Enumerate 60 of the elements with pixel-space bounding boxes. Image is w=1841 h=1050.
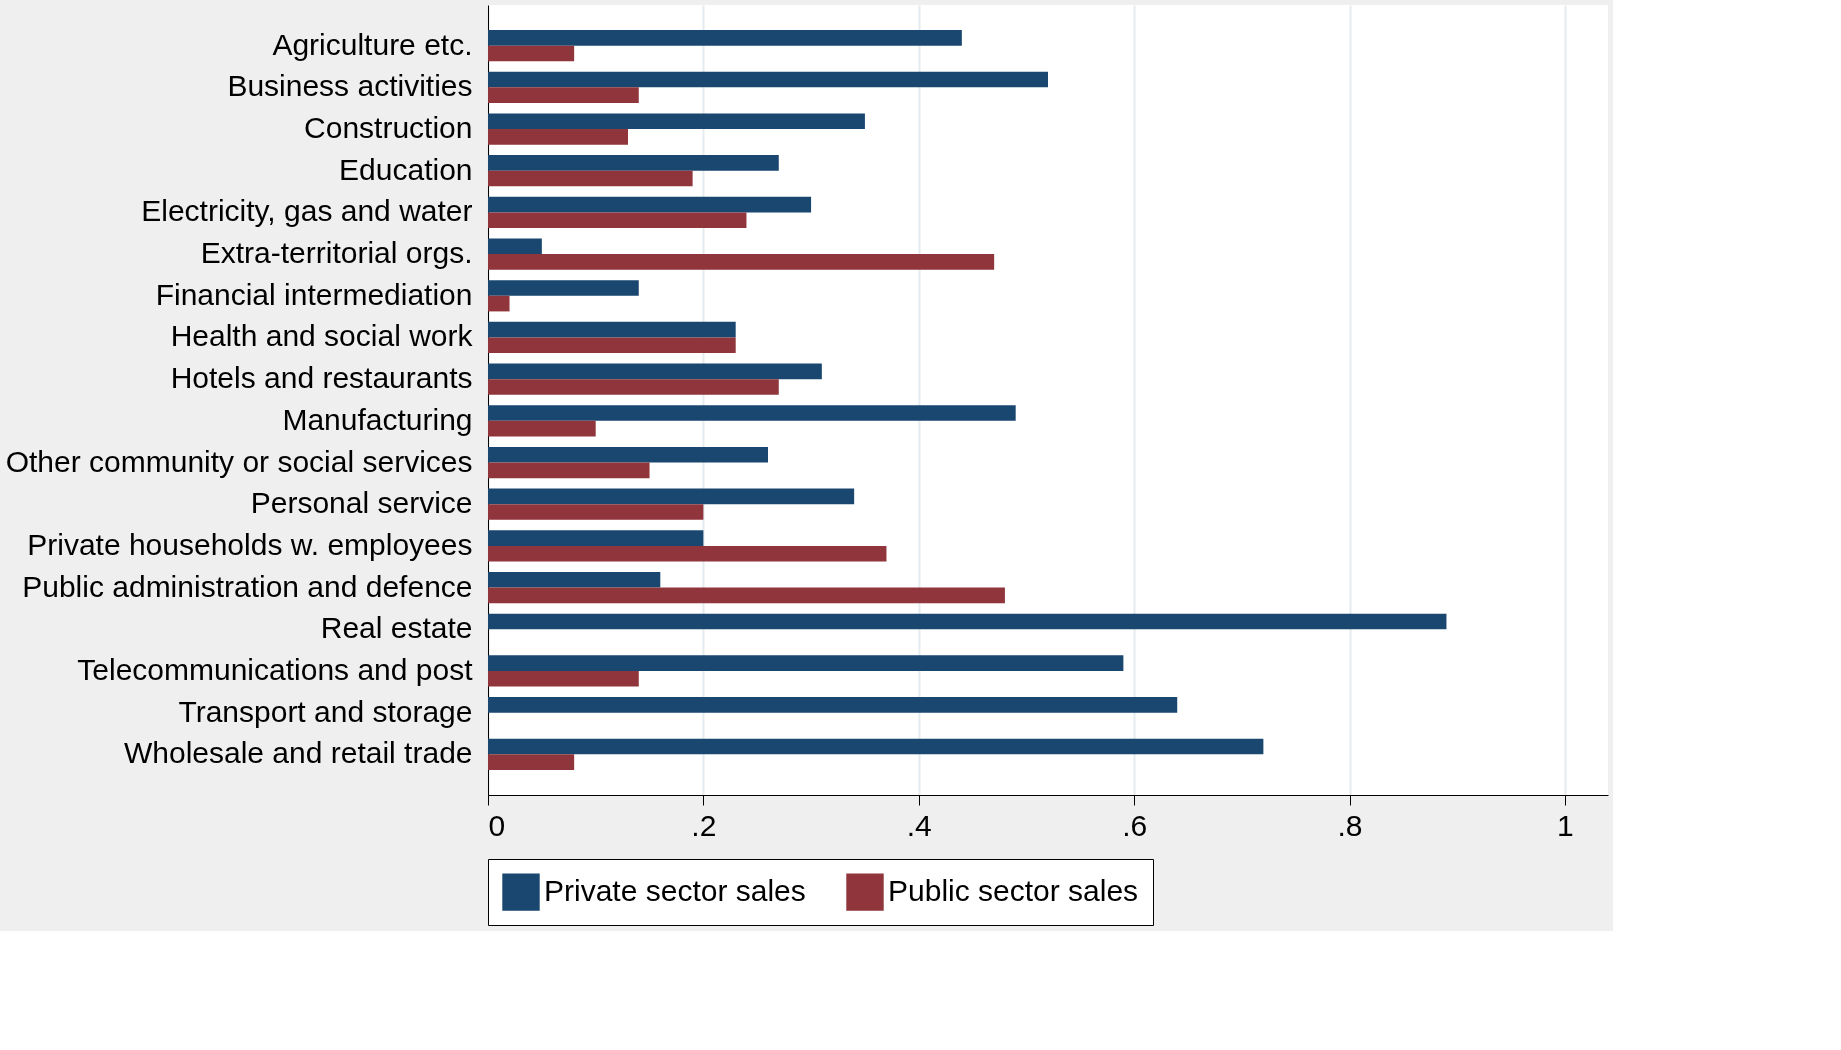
y-tick-label: Construction [304, 111, 473, 145]
bar [488, 363, 822, 380]
bar [488, 337, 736, 354]
bar [488, 545, 887, 562]
x-tick-label: 0 [488, 808, 506, 842]
bar [488, 754, 575, 770]
x-tick-label: 1 [1557, 808, 1574, 842]
bar [488, 462, 650, 479]
y-tick-label: Private households w. employees [27, 527, 473, 561]
x-tick-label: .2 [691, 808, 717, 842]
y-tick-label: Hotels and restaurants [170, 361, 473, 395]
bar [488, 129, 628, 145]
y-tick-label: Agriculture etc. [272, 27, 473, 61]
bar [488, 697, 1178, 713]
x-tick-label: .4 [906, 808, 932, 842]
y-tick-label: Other community or social services [5, 444, 473, 478]
y-tick-label: Wholesale and retail trade [123, 736, 473, 770]
bar [488, 113, 865, 130]
bar [488, 170, 693, 187]
bar [488, 71, 1048, 88]
y-tick-label: Extra-territorial orgs. [200, 236, 473, 270]
y-tick-label: Transport and storage [178, 694, 473, 728]
bar [488, 196, 812, 213]
bar [488, 238, 542, 255]
bar [488, 530, 704, 546]
x-tick-label: .6 [1122, 808, 1148, 842]
bar [488, 587, 1005, 604]
bar [488, 321, 736, 338]
bar [488, 295, 510, 312]
bar [488, 670, 639, 687]
bar [488, 405, 1016, 421]
y-tick-label: Health and social work [170, 319, 474, 353]
legend-label: Private sector sales [544, 874, 806, 908]
y-tick-label: Public administration and defence [22, 569, 473, 603]
bar [488, 45, 575, 62]
y-tick-label: Electricity, gas and water [141, 194, 473, 228]
y-tick-label: Manufacturing [282, 402, 473, 436]
bar [488, 30, 962, 46]
x-tick-label: .8 [1337, 808, 1363, 842]
bar [488, 280, 639, 296]
bar [488, 488, 855, 505]
bar [488, 379, 779, 395]
y-tick-label: Real estate [320, 611, 473, 645]
bar [488, 155, 779, 171]
y-tick-label: Education [339, 152, 473, 186]
bar [488, 613, 1447, 630]
bar [488, 655, 1124, 671]
bar [488, 504, 704, 520]
bar [488, 571, 661, 588]
bar [488, 212, 747, 229]
legend-label: Public sector sales [888, 874, 1139, 908]
y-tick-label: Telecommunications and post [77, 652, 474, 686]
bar [488, 420, 596, 437]
bar [488, 738, 1264, 755]
bar [488, 446, 768, 463]
bar [488, 254, 995, 270]
y-tick-label: Personal service [250, 486, 473, 520]
y-tick-label: Business activities [227, 69, 473, 103]
y-tick-label: Financial intermediation [155, 277, 473, 311]
bar [488, 87, 639, 103]
